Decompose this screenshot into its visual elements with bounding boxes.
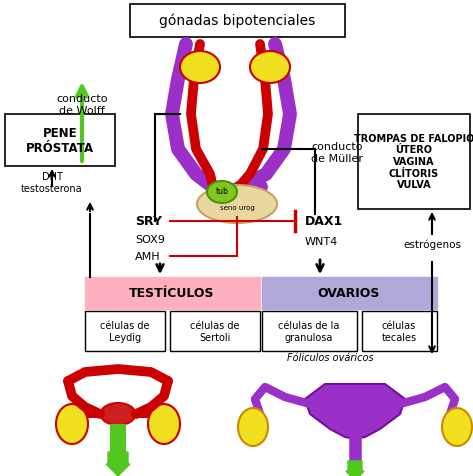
Bar bbox=[130, 5, 345, 38]
Text: AMH: AMH bbox=[135, 251, 161, 261]
Text: gónadas bipotenciales: gónadas bipotenciales bbox=[159, 14, 315, 28]
Ellipse shape bbox=[207, 182, 237, 204]
Text: Fóliculos ováricos: Fóliculos ováricos bbox=[287, 352, 373, 362]
Bar bbox=[5, 115, 115, 167]
Ellipse shape bbox=[148, 404, 180, 444]
Text: células de
Sertoli: células de Sertoli bbox=[190, 320, 240, 342]
Text: SRY: SRY bbox=[135, 215, 162, 228]
Text: DHT
testosterona: DHT testosterona bbox=[21, 172, 83, 193]
Bar bbox=[85, 311, 165, 351]
Bar bbox=[362, 311, 437, 351]
Text: células de
Leydig: células de Leydig bbox=[100, 320, 150, 342]
Ellipse shape bbox=[180, 52, 220, 84]
FancyArrow shape bbox=[346, 461, 364, 476]
Text: conducto
de Wolff: conducto de Wolff bbox=[56, 94, 108, 116]
Ellipse shape bbox=[442, 408, 472, 446]
Ellipse shape bbox=[197, 186, 277, 224]
Bar bbox=[110, 424, 126, 452]
Text: seno urog: seno urog bbox=[219, 205, 254, 210]
Ellipse shape bbox=[250, 52, 290, 84]
Bar bbox=[262, 278, 437, 309]
Text: células
tecales: células tecales bbox=[381, 320, 417, 342]
Text: tub: tub bbox=[216, 187, 228, 196]
Polygon shape bbox=[305, 384, 405, 439]
Text: OVARIOS: OVARIOS bbox=[318, 287, 380, 300]
Bar bbox=[262, 311, 357, 351]
Text: TESTÍCULOS: TESTÍCULOS bbox=[129, 287, 215, 300]
Text: estrógenos: estrógenos bbox=[403, 239, 461, 250]
Bar bbox=[358, 115, 470, 209]
Text: SOX9: SOX9 bbox=[135, 235, 165, 245]
Ellipse shape bbox=[238, 408, 268, 446]
Ellipse shape bbox=[100, 403, 135, 425]
Bar bbox=[85, 278, 260, 309]
Text: DAX1: DAX1 bbox=[305, 215, 343, 228]
Text: TROMPAS DE FALOPIO
ÚTERO
VAGINA
CLÍTORIS
VULVA: TROMPAS DE FALOPIO ÚTERO VAGINA CLÍTORIS… bbox=[354, 134, 473, 190]
Bar bbox=[170, 311, 260, 351]
Ellipse shape bbox=[56, 404, 88, 444]
Text: conducto
de Müller: conducto de Müller bbox=[311, 142, 363, 163]
Text: PENE
PRÓSTATA: PENE PRÓSTATA bbox=[26, 127, 94, 155]
Text: WNT4: WNT4 bbox=[305, 237, 338, 247]
Text: células de la
granulosa: células de la granulosa bbox=[278, 320, 340, 342]
FancyArrow shape bbox=[106, 452, 130, 476]
